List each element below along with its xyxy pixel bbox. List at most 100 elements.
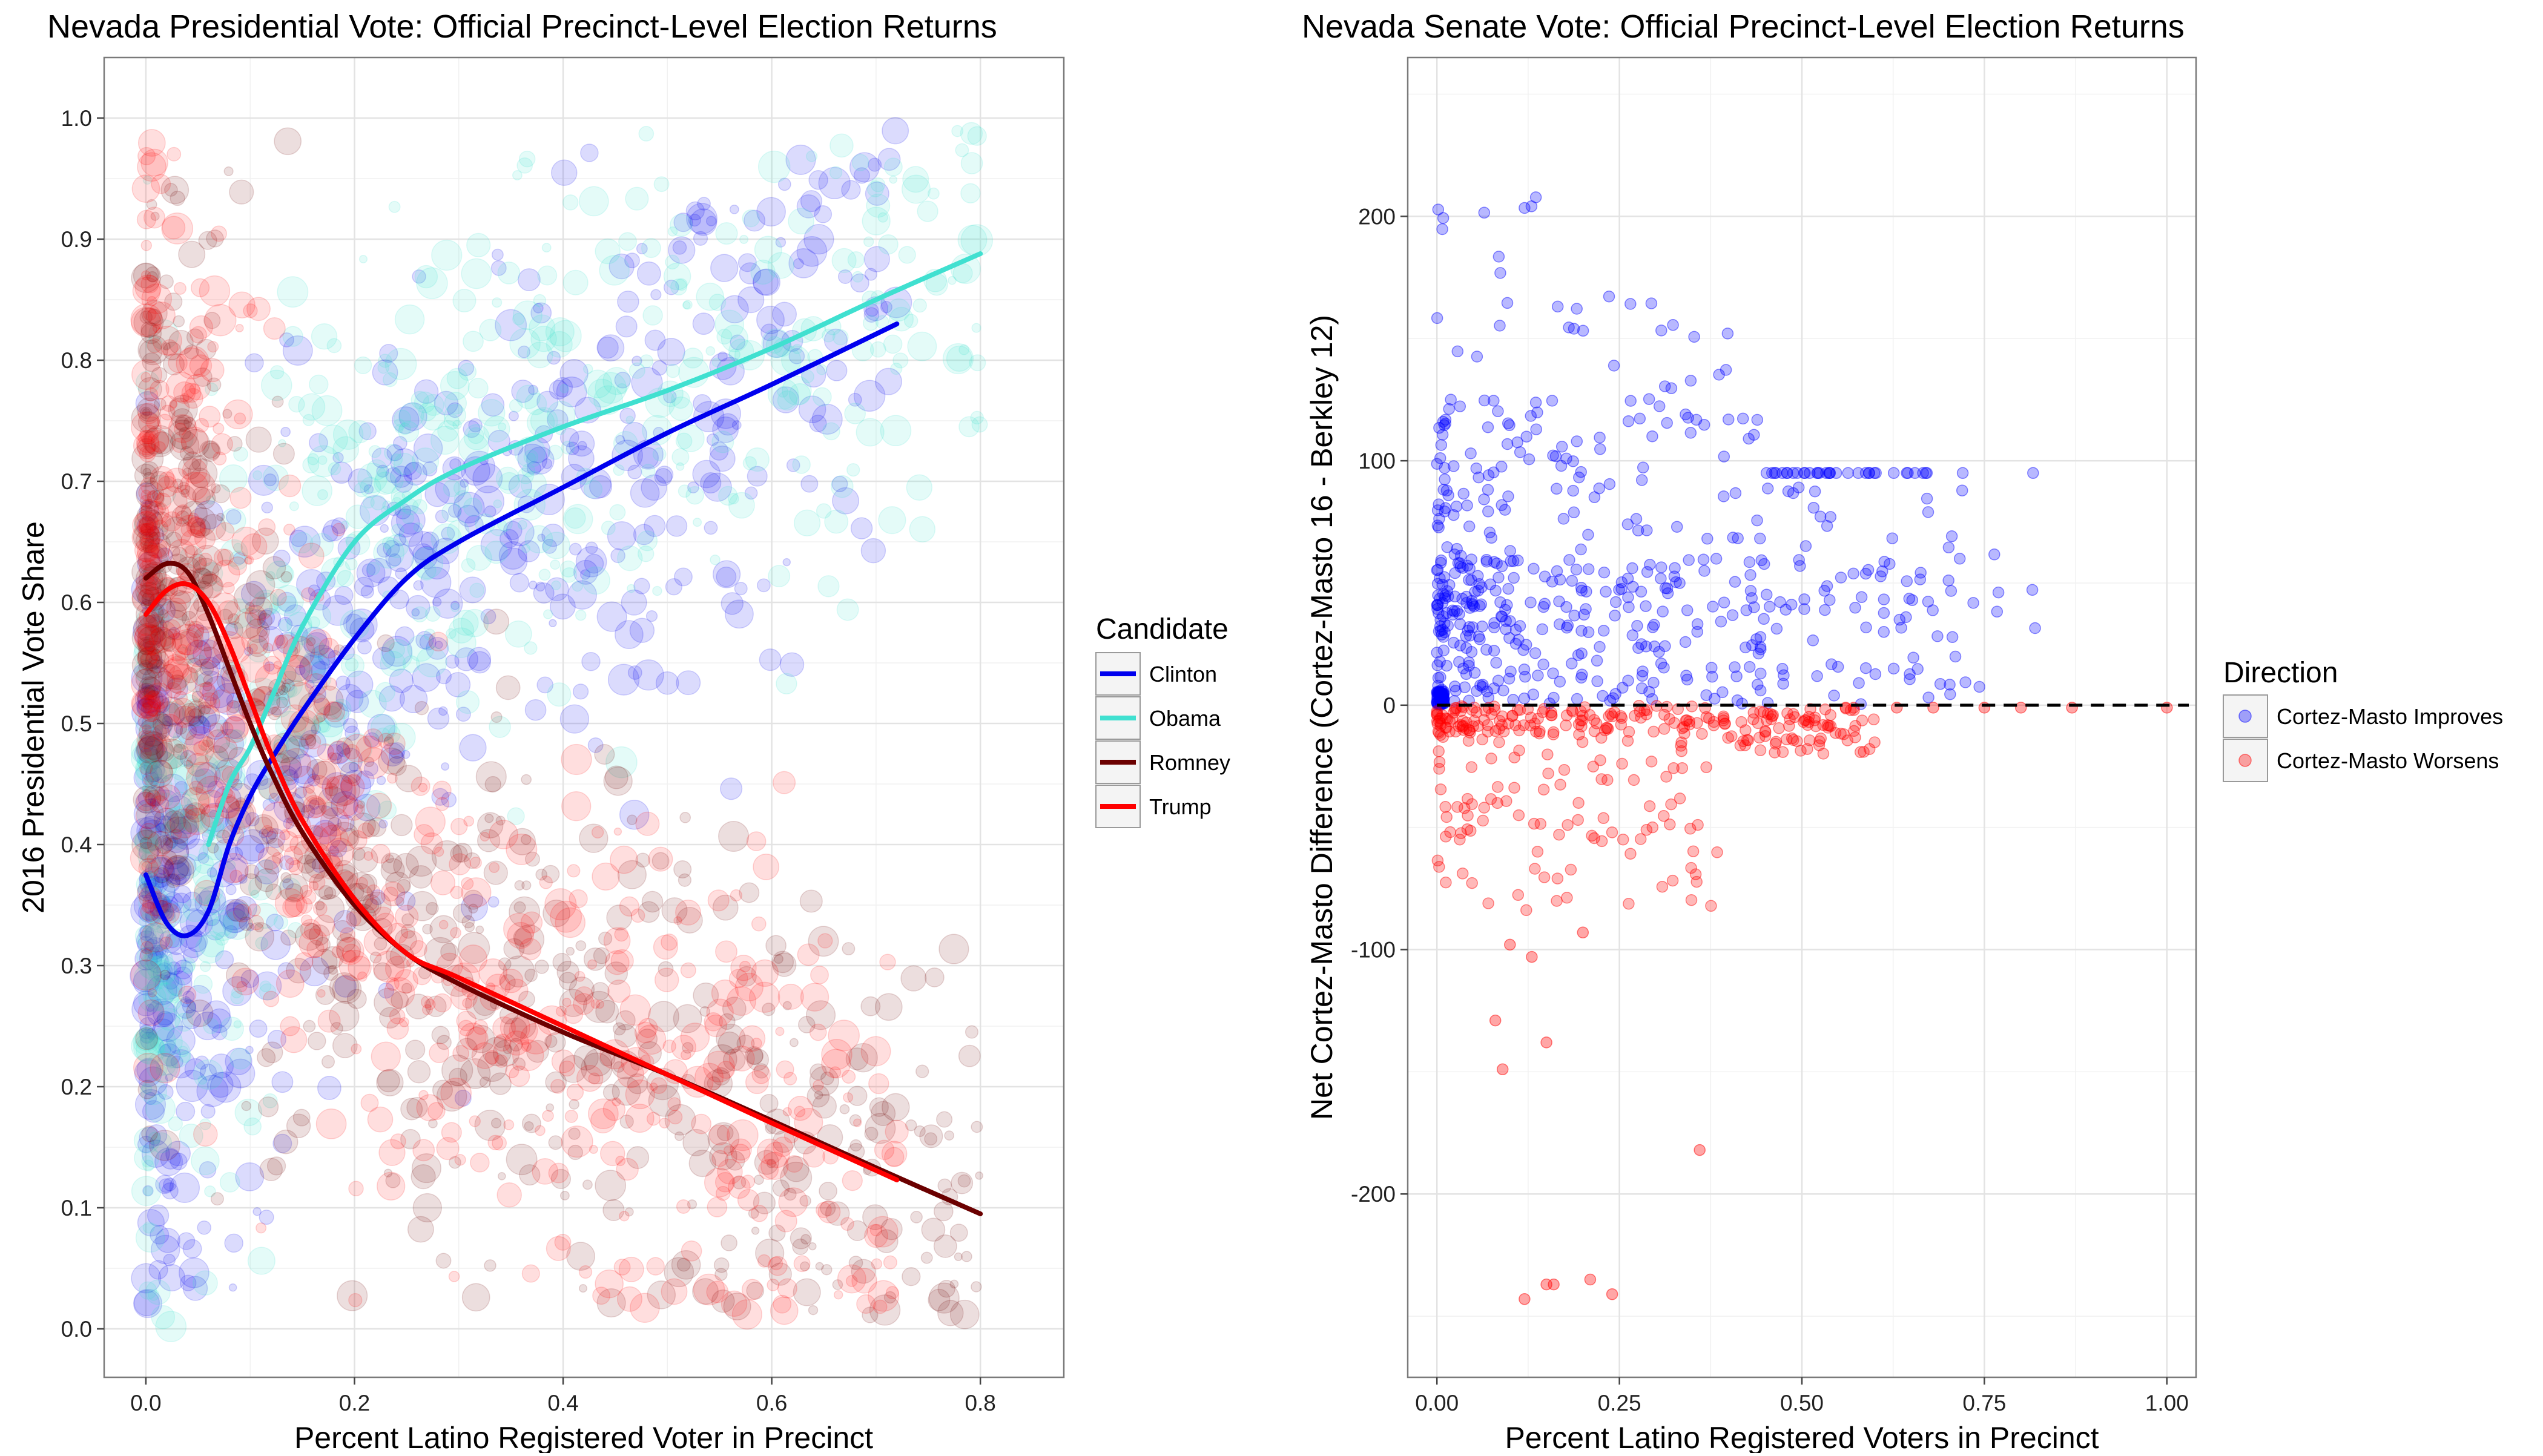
vote-share-point [153, 1012, 183, 1043]
y-tick-label: 200 [1358, 204, 1396, 229]
x-tick-label: 0.00 [1415, 1391, 1459, 1415]
vote-share-point [401, 749, 411, 759]
vote-share-point [747, 466, 768, 487]
vote-share-point [412, 663, 441, 692]
vote-share-point [384, 444, 401, 461]
y-tick-label: 0.0 [61, 1317, 92, 1342]
vote-share-point [153, 964, 171, 983]
vote-share-point [508, 474, 532, 498]
vote-share-point [395, 567, 407, 580]
vote-share-point [285, 735, 309, 759]
vote-share-point [692, 460, 721, 489]
improves-point [1624, 298, 1637, 310]
vote-share-point [156, 837, 190, 870]
improves-point [1729, 487, 1742, 499]
improves-point [1570, 564, 1583, 576]
vote-share-point [576, 1064, 604, 1092]
worsens-point [1455, 827, 1467, 839]
vote-share-point [650, 1077, 667, 1095]
vote-share-point [607, 979, 631, 1003]
vote-share-point [575, 940, 587, 952]
vote-share-point [751, 1227, 760, 1235]
vote-share-point [394, 474, 414, 493]
vote-share-point [665, 578, 683, 596]
improves-point [1502, 582, 1514, 595]
improves-point [1949, 650, 1962, 663]
vote-share-point [796, 236, 828, 267]
vote-share-point [799, 889, 823, 913]
improves-point [1508, 572, 1520, 584]
improves-point [1593, 482, 1605, 495]
improves-point [1597, 625, 1610, 637]
vote-share-point [426, 637, 449, 660]
vote-share-point [708, 1124, 730, 1146]
worsens-point [1554, 779, 1566, 791]
vote-share-point [468, 418, 483, 433]
vote-share-point [154, 972, 183, 1000]
improves-point [1435, 439, 1448, 451]
y-tick-label: 0.8 [61, 348, 92, 373]
vote-share-point [277, 617, 293, 632]
improves-point [1494, 320, 1506, 332]
vote-share-point [165, 1073, 174, 1082]
vote-share-point [798, 395, 826, 424]
vote-share-point [619, 1210, 630, 1222]
vote-share-point [885, 1119, 909, 1144]
worsens-point [1761, 714, 1773, 726]
vote-share-point [541, 523, 565, 547]
improves-point [1554, 676, 1566, 688]
vote-share-point [191, 768, 218, 795]
vote-share-point [721, 295, 749, 324]
vote-share-point [322, 772, 353, 803]
vote-share-point [469, 582, 485, 598]
worsens-point [1572, 814, 1584, 826]
vote-share-point [279, 619, 292, 632]
vote-share-point [165, 835, 179, 849]
vote-share-point [833, 1290, 843, 1300]
vote-share-point [391, 814, 413, 837]
vote-share-point [137, 936, 155, 954]
vote-share-point [450, 601, 460, 610]
vote-share-point [216, 719, 231, 734]
vote-share-point [289, 529, 308, 547]
vote-share-point [826, 360, 848, 381]
vote-share-point [545, 577, 569, 602]
vote-share-point [428, 631, 449, 652]
vote-share-point [549, 619, 557, 628]
vote-share-point [617, 545, 643, 572]
improves-point [1525, 410, 1537, 422]
vote-share-point [387, 756, 407, 776]
vote-share-point [154, 944, 169, 958]
vote-share-point [231, 526, 262, 556]
vote-share-point [685, 201, 705, 220]
vote-share-point [793, 1278, 821, 1306]
vote-share-point [186, 624, 210, 648]
vote-share-point [427, 707, 450, 730]
vote-share-point [654, 967, 679, 992]
vote-share-point [760, 323, 778, 341]
y-tick-label: 0.9 [61, 227, 92, 252]
vote-share-point [597, 334, 625, 362]
vote-share-point [499, 529, 519, 548]
vote-share-point [737, 253, 757, 272]
vote-share-point [938, 934, 969, 964]
vote-share-point [162, 892, 184, 914]
improves-point [1945, 530, 1958, 542]
improves-point [1718, 450, 1730, 463]
improves-point [1782, 485, 1795, 498]
vote-share-point [783, 1072, 797, 1085]
vote-share-point [137, 999, 165, 1027]
vote-share-point [334, 585, 354, 605]
vote-share-point [246, 609, 266, 629]
vote-share-point [301, 627, 328, 653]
vote-share-point [335, 675, 351, 691]
worsens-point [1848, 725, 1860, 737]
improves-point [1946, 631, 1959, 644]
candidate-legend-title: Candidate [1096, 613, 1229, 645]
improves-point [1751, 679, 1764, 691]
legend-label-direction: Cortez-Masto Worsens [2277, 748, 2499, 773]
vote-share-point [491, 248, 504, 261]
vote-share-point [629, 618, 655, 644]
vote-share-point [196, 1075, 229, 1107]
vote-share-point [150, 958, 159, 967]
